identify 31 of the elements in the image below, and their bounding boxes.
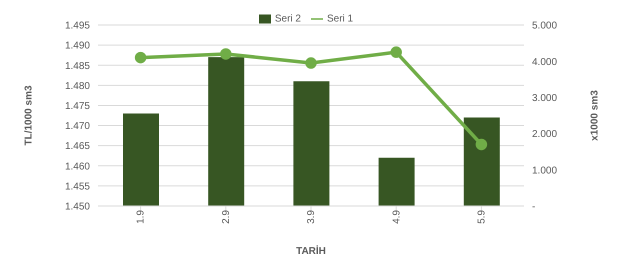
legend-label: Seri 2 <box>274 14 301 25</box>
point <box>390 46 402 58</box>
y-tick-label: 1.460 <box>64 161 90 172</box>
y2-tick-label: - <box>532 202 536 213</box>
y-tick-label: 1.480 <box>64 80 90 92</box>
point <box>220 48 232 60</box>
point <box>305 57 317 69</box>
y-tick-label: 1.485 <box>64 60 90 72</box>
y-tick-label: 1.475 <box>64 100 90 112</box>
y2-tick-label: 3.000 <box>532 92 558 104</box>
y2-tick-label: 2.000 <box>532 129 558 140</box>
y-tick-label: 1.495 <box>64 20 90 32</box>
y2-tick-label: 5.000 <box>532 20 558 32</box>
y2-tick-label: 4.000 <box>532 56 558 68</box>
y-tick-label: 1.450 <box>64 202 90 213</box>
x-tick-label: 5.9 <box>476 210 488 224</box>
x-tick-label: 3.9 <box>306 210 318 224</box>
y-tick-label: 1.470 <box>64 121 90 132</box>
y-tick-label: 1.455 <box>64 181 90 192</box>
x-tick-label: 2.9 <box>220 210 232 224</box>
x-tick-label: 1.9 <box>136 210 147 224</box>
point <box>476 138 488 150</box>
y2-tick-label: 1.000 <box>532 165 558 176</box>
y2-axis-title: x1000 sm3 <box>590 90 601 141</box>
y-tick-label: 1.490 <box>64 40 90 52</box>
y-axis-title: TL/1000 sm3 <box>24 85 35 146</box>
x-tick-label: 4.9 <box>391 210 402 224</box>
x-axis-title: TARİH <box>296 245 326 257</box>
y-tick-label: 1.465 <box>64 141 90 152</box>
point <box>134 52 146 64</box>
legend-label: Seri 1 <box>327 14 354 25</box>
